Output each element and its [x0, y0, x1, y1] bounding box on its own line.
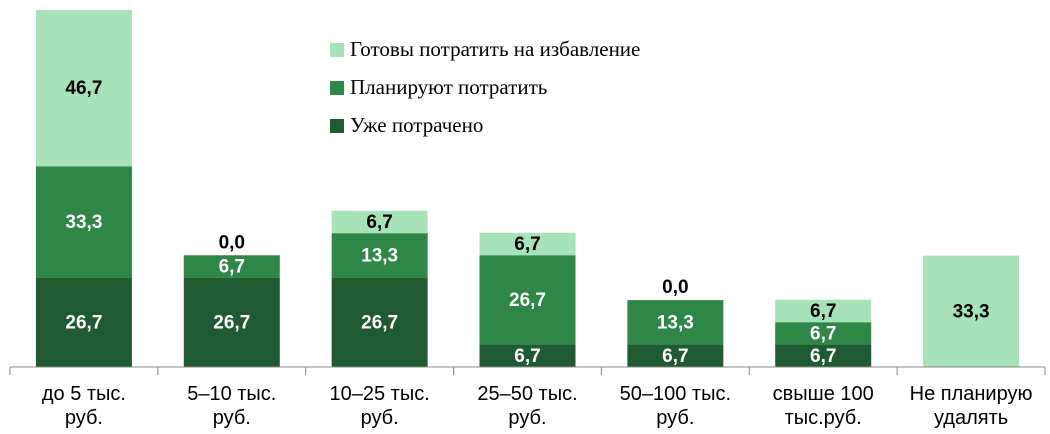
bar-segment	[775, 322, 872, 345]
legend-swatch	[330, 119, 344, 133]
value-label: 33,3	[65, 212, 102, 233]
bar-segment	[627, 344, 724, 367]
value-label: 0,0	[662, 277, 688, 298]
legend-label: Планируют потратить	[350, 75, 547, 99]
bar-segment	[35, 10, 132, 167]
value-label: 6,7	[219, 256, 245, 277]
bar-segment	[479, 344, 576, 367]
bar-segment	[775, 299, 872, 323]
bar-segment	[331, 210, 428, 234]
bar-segment	[331, 233, 428, 278]
bar-segment	[775, 344, 872, 367]
value-label: 6,7	[514, 346, 540, 367]
bar-segment	[331, 277, 428, 367]
x-tick-label: 10–25 тыс. руб.	[329, 383, 430, 429]
bar-segment	[479, 255, 576, 345]
value-label: 26,7	[509, 290, 546, 311]
bar-segment	[479, 232, 576, 256]
bar-segment	[923, 255, 1020, 367]
x-tick-label: до 5 тыс. руб.	[41, 383, 126, 429]
x-tick-label: Не планирую удалять	[909, 383, 1033, 429]
legend-label: Готовы потратить на избавление	[350, 37, 640, 61]
value-label: 6,7	[662, 346, 688, 367]
x-tick-label: 25–50 тыс. руб.	[477, 383, 578, 429]
legend-swatch	[330, 81, 344, 95]
value-label: 6,7	[810, 323, 836, 344]
bar-segment	[35, 166, 132, 278]
value-label: 6,7	[366, 212, 392, 233]
value-label: 26,7	[213, 312, 250, 333]
value-label: 13,3	[657, 312, 694, 333]
value-label: 46,7	[65, 78, 102, 99]
value-label: 26,7	[65, 312, 102, 333]
x-tick-label: 50–100 тыс. руб.	[619, 383, 732, 429]
x-tick-label: свыше 100 тыс.руб.	[772, 383, 874, 429]
bar-segment	[183, 255, 280, 278]
bar-segment	[35, 277, 132, 367]
value-label: 6,7	[810, 301, 836, 322]
value-label: 0,0	[219, 232, 245, 253]
value-label: 26,7	[361, 312, 398, 333]
value-label: 6,7	[810, 346, 836, 367]
value-label: 6,7	[514, 234, 540, 255]
legend-label: Уже потрачено	[350, 113, 483, 137]
bar-segment	[627, 300, 724, 345]
value-label: 33,3	[953, 301, 990, 322]
x-tick-label: 5–10 тыс. руб.	[187, 383, 277, 429]
bar-segment	[183, 277, 280, 367]
legend-swatch	[330, 43, 344, 57]
value-label: 13,3	[361, 245, 398, 266]
